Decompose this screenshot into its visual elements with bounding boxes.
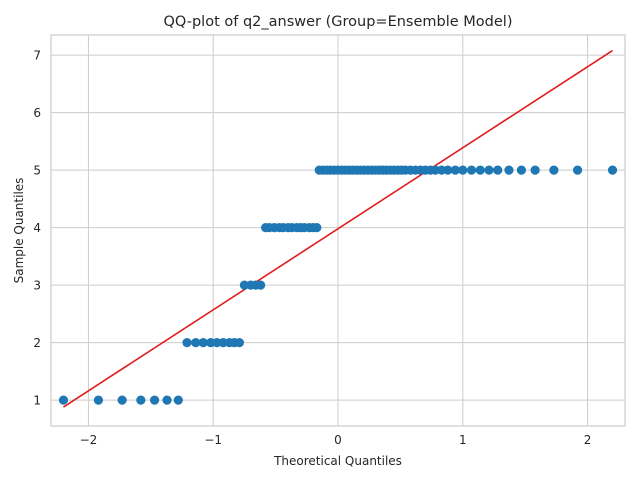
data-point <box>516 165 527 175</box>
data-point <box>312 223 322 233</box>
data-point <box>256 280 266 290</box>
data-point <box>493 165 503 175</box>
data-point <box>466 165 477 175</box>
y-axis-label: Sample Quantiles <box>12 178 26 284</box>
x-tick-label: −2 <box>80 433 98 447</box>
reference-line <box>63 49 613 408</box>
x-tick-label: −1 <box>204 433 222 447</box>
y-tick-label: 5 <box>33 164 41 178</box>
y-tick-label: 7 <box>33 49 41 63</box>
y-tick-label: 1 <box>33 394 41 408</box>
x-axis-ticks: −2 −1 0 1 2 <box>80 433 592 447</box>
data-point <box>182 338 192 348</box>
data-point <box>484 165 494 175</box>
data-point <box>443 165 453 175</box>
grid <box>51 35 625 426</box>
data-point <box>504 165 514 175</box>
data-point <box>191 338 201 348</box>
data-point <box>549 165 559 175</box>
data-point <box>117 395 127 405</box>
y-tick-label: 6 <box>33 106 41 120</box>
x-tick-label: 0 <box>334 433 342 447</box>
data-points <box>58 165 618 405</box>
y-axis-ticks: 1 2 3 4 5 6 7 <box>33 49 41 408</box>
data-point <box>572 165 583 175</box>
data-point <box>234 338 245 348</box>
data-point <box>93 395 104 405</box>
data-point <box>149 395 160 405</box>
y-tick-label: 3 <box>33 279 41 293</box>
data-point <box>58 395 69 405</box>
chart-title: QQ-plot of q2_answer (Group=Ensemble Mod… <box>164 14 513 30</box>
x-tick-label: 2 <box>584 433 592 447</box>
data-point <box>475 165 485 175</box>
data-point <box>198 338 208 348</box>
data-point <box>162 395 172 405</box>
x-tick-label: 1 <box>459 433 467 447</box>
data-point <box>530 165 540 175</box>
data-point <box>607 165 618 175</box>
x-axis-label: Theoretical Quantiles <box>273 454 402 468</box>
data-point <box>173 395 183 405</box>
plot-area-frame <box>50 34 626 427</box>
data-point <box>136 395 146 405</box>
y-tick-label: 2 <box>33 336 41 350</box>
data-point <box>458 165 468 175</box>
data-point <box>450 165 460 175</box>
y-tick-label: 4 <box>33 221 41 235</box>
